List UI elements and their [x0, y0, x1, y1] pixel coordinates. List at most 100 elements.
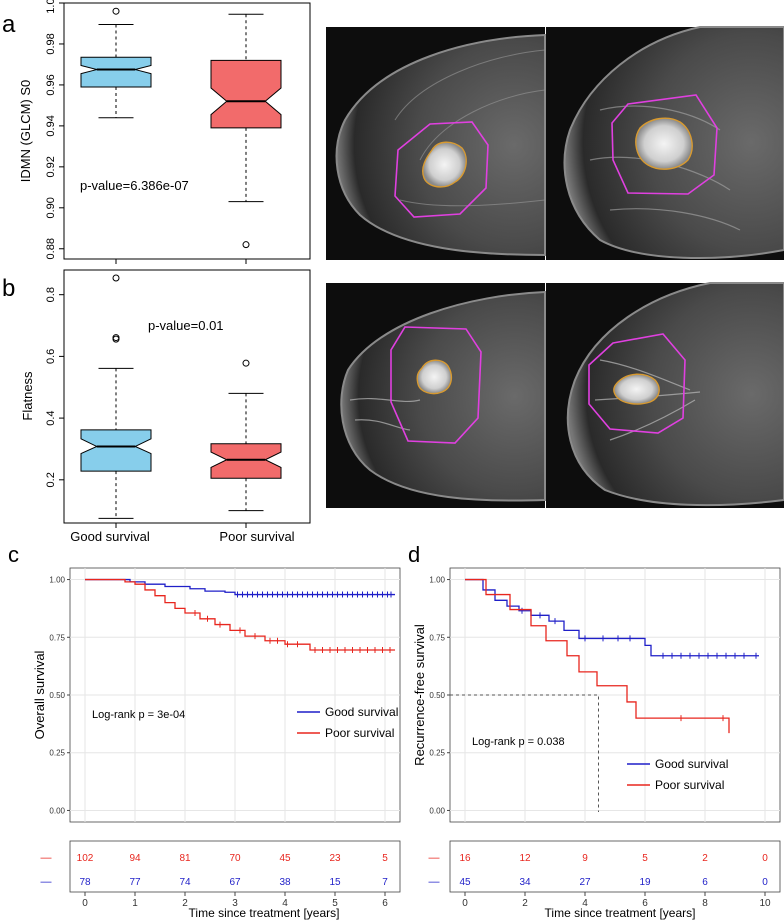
x-tick-label-d: 0	[462, 898, 468, 909]
legend-d-poor-label: Poor survival	[655, 778, 724, 792]
box-poor	[210, 443, 282, 479]
legend-c-good-label: Good survival	[325, 705, 398, 719]
y-tick-label-a: 0.90	[45, 197, 57, 218]
risk-count: 7	[382, 877, 388, 888]
y-tick-label-d: 0.00	[429, 806, 445, 815]
x-tick-label-c: 2	[182, 898, 188, 909]
mri-image-bottom-right	[546, 282, 784, 508]
x-tick-label-good: Good survival	[70, 529, 150, 544]
risk-count: 12	[519, 853, 531, 864]
panel-label-a: a	[2, 11, 16, 38]
x-tick-label-c: 6	[382, 898, 388, 909]
y-axis-label-b: Flatness	[20, 371, 35, 421]
y-tick-label-c: 0.75	[49, 633, 65, 642]
risk-count: 34	[519, 877, 531, 888]
x-axis-label-d: Time since treatment [years]	[545, 906, 696, 920]
risk-count: 70	[229, 853, 241, 864]
box-good	[80, 56, 152, 88]
risk-count: 16	[459, 853, 471, 864]
mri-image-bottom-left	[326, 283, 546, 508]
mri-image-top-left	[326, 27, 546, 260]
km-plot-c: 0.00 0.25 0.50 0.75 1.00 Overall survival Lo…	[32, 567, 401, 920]
box-good	[80, 429, 152, 472]
risk-row-marker: —	[41, 876, 52, 888]
plot-frame-a	[63, 2, 311, 260]
x-tick-label-c: 5	[332, 898, 338, 909]
x-tick-label-c: 1	[132, 898, 138, 909]
outlier-point	[112, 334, 120, 342]
risk-count: 15	[329, 877, 341, 888]
risk-count: 23	[329, 853, 341, 864]
outlier-point	[112, 7, 120, 15]
p-value-a: p-value=6.386e-07	[80, 178, 189, 193]
risk-count: 45	[279, 853, 291, 864]
boxplot-b: 0.2 0.4 0.6 0.8 Flatness p-value=0.01 Good …	[20, 269, 311, 544]
x-tick-label-c: 3	[232, 898, 238, 909]
y-tick-label-a: 0.92	[45, 156, 57, 177]
y-tick-label-d: 0.50	[429, 691, 445, 700]
mri-image-top-right	[546, 26, 784, 260]
panel-label-c: c	[8, 542, 19, 567]
risk-count: 19	[639, 877, 651, 888]
median-survival-line	[450, 694, 599, 812]
y-tick-label-a: 1.00	[45, 0, 57, 14]
risk-count: 38	[279, 877, 291, 888]
y-tick-label-a: 0.94	[45, 115, 57, 136]
survival-curve-good-survival	[85, 578, 395, 596]
risk-count: 27	[579, 877, 591, 888]
risk-count: 78	[79, 877, 91, 888]
risk-count: 5	[382, 853, 388, 864]
y-tick-label-a: 0.98	[45, 33, 57, 54]
risk-count: 6	[702, 877, 708, 888]
risk-count: 94	[129, 853, 141, 864]
outlier-point	[242, 359, 250, 367]
y-tick-label-c: 1.00	[49, 576, 65, 585]
panel-label-b: b	[2, 275, 15, 302]
y-tick-label-d: 1.00	[429, 576, 445, 585]
risk-count: 5	[642, 853, 648, 864]
y-axis-label-c: Overall survival	[32, 650, 47, 739]
y-tick-label-a: 0.88	[45, 238, 57, 259]
y-tick-label-a: 0.96	[45, 74, 57, 95]
mri-grid	[326, 26, 784, 508]
risk-table-c	[69, 840, 401, 893]
risk-table-d	[449, 840, 781, 893]
risk-count: 2	[702, 853, 708, 864]
outlier-point	[242, 241, 250, 249]
legend-c-poor-label: Poor survival	[325, 726, 394, 740]
y-axis-label-a: IDMN (GLCM) S0	[18, 80, 33, 183]
x-tick-label-poor: Poor survival	[219, 529, 294, 544]
y-tick-label-d: 0.75	[429, 633, 445, 642]
y-tick-label-b: 0.2	[45, 472, 57, 487]
x-tick-label-d: 2	[522, 898, 528, 909]
x-tick-label-d: 8	[702, 898, 708, 909]
y-tick-label-c: 0.00	[49, 806, 65, 815]
risk-count: 81	[179, 853, 191, 864]
risk-row-marker: —	[41, 852, 52, 864]
x-tick-label-d: 4	[582, 898, 588, 909]
risk-count: 9	[582, 853, 588, 864]
panel-label-d: d	[408, 542, 420, 567]
survival-curve-poor-survival	[85, 578, 395, 651]
outlier-point	[112, 274, 120, 282]
legend-d: Good survival Poor survival	[627, 757, 728, 792]
p-value-b: p-value=0.01	[148, 318, 224, 333]
legend-d-good-label: Good survival	[655, 757, 728, 771]
risk-count: 77	[129, 877, 141, 888]
y-tick-label-b: 0.8	[45, 287, 57, 302]
box-poor	[210, 59, 282, 129]
km-plot-d: 0.00 0.25 0.50 0.75 1.00 Recurrence-free sur…	[412, 567, 781, 920]
risk-count: 45	[459, 877, 471, 888]
plot-frame-b	[63, 269, 311, 524]
survival-curve-poor-survival	[465, 578, 730, 734]
log-rank-d: Log-rank p = 0.038	[472, 736, 565, 748]
x-tick-label-c: 0	[82, 898, 88, 909]
x-tick-label-d: 6	[642, 898, 648, 909]
y-axis-label-d: Recurrence-free survival	[412, 624, 427, 766]
risk-count: 102	[77, 853, 94, 864]
y-tick-label-c: 0.50	[49, 691, 65, 700]
risk-row-marker: —	[429, 876, 440, 888]
y-tick-label-d: 0.25	[429, 749, 445, 758]
log-rank-c: Log-rank p = 3e-04	[92, 709, 185, 721]
